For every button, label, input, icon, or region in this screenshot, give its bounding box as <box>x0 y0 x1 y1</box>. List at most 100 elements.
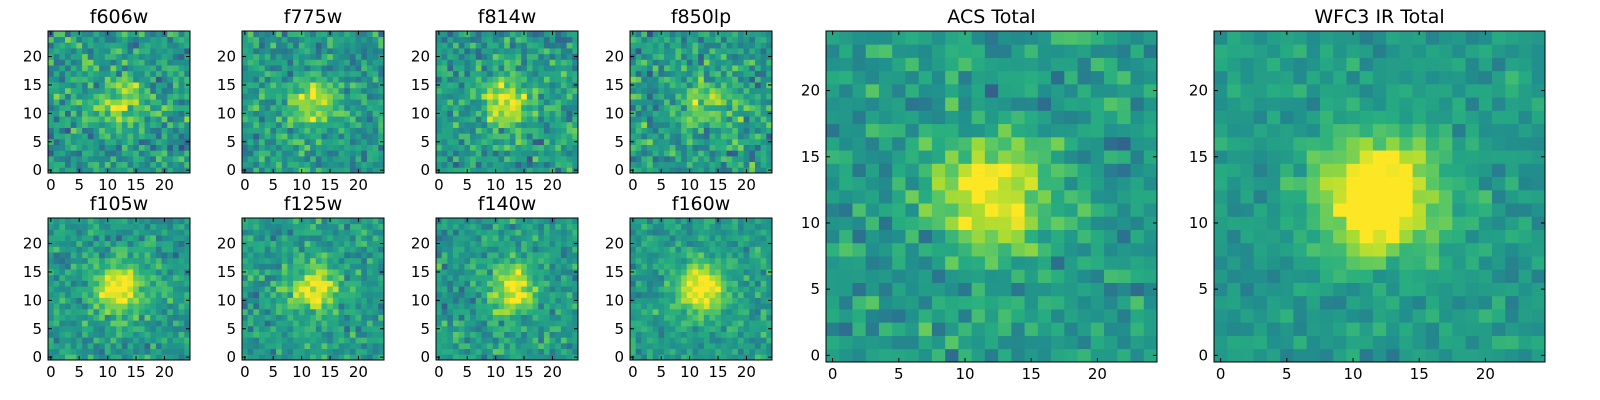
heatmap-cell <box>304 235 311 242</box>
heatmap-cell <box>441 99 448 106</box>
heatmap-cell <box>681 59 688 66</box>
heatmap-cell <box>327 138 334 145</box>
heatmap-cell <box>366 223 374 230</box>
heatmap-cell <box>116 263 123 270</box>
heatmap-cell <box>87 252 94 259</box>
heatmap-cell <box>332 337 339 344</box>
heatmap-cell <box>242 246 249 253</box>
heatmap-cell <box>242 133 249 140</box>
heatmap-cell <box>242 93 249 100</box>
heatmap-cell <box>635 167 642 174</box>
heatmap-cell <box>355 144 362 151</box>
heatmap-cell <box>104 274 111 281</box>
heatmap-cell <box>327 297 334 304</box>
heatmap-cell <box>686 297 693 304</box>
heatmap-cell <box>321 161 328 168</box>
heatmap-cell <box>453 229 460 236</box>
heatmap-cell <box>515 303 522 310</box>
heatmap-cell <box>754 70 762 77</box>
heatmap-cell <box>270 65 277 72</box>
heatmap-cell <box>515 286 522 293</box>
heatmap-cell <box>470 161 477 168</box>
heatmap-cell <box>65 70 72 77</box>
heatmap-cell <box>264 348 271 355</box>
heatmap-cell <box>698 286 705 293</box>
heatmap-cell <box>48 257 55 264</box>
heatmap-cell <box>161 297 168 304</box>
heatmap-cell <box>242 65 249 72</box>
heatmap-cell <box>70 263 77 270</box>
heatmap-cell <box>521 240 528 247</box>
heatmap-cell <box>509 116 516 123</box>
heatmap-cell <box>53 144 60 151</box>
heatmap-cell <box>349 314 356 321</box>
heatmap-cell <box>138 303 145 310</box>
heatmap-cell <box>566 246 573 253</box>
heatmap-cell <box>737 104 744 111</box>
heatmap-cell <box>59 297 66 304</box>
heatmap-cell <box>509 36 516 43</box>
heatmap-cell <box>458 218 465 225</box>
heatmap-cell <box>321 263 328 270</box>
heatmap-cell <box>743 274 750 281</box>
heatmap-cell <box>675 354 682 361</box>
heatmap-cell <box>138 223 145 230</box>
heatmap-cell <box>566 280 573 287</box>
heatmap-cell <box>560 320 568 327</box>
heatmap-cell <box>121 280 128 287</box>
heatmap-cell <box>344 240 351 247</box>
heatmap-cell <box>242 99 249 106</box>
heatmap-cell <box>53 104 60 111</box>
heatmap-cell <box>532 70 539 77</box>
heatmap-cell <box>110 59 117 66</box>
heatmap-cell <box>458 138 465 145</box>
heatmap-cell <box>127 331 134 338</box>
heatmap-cell <box>658 297 665 304</box>
heatmap-cell <box>253 297 260 304</box>
heatmap-cell <box>93 36 100 43</box>
heatmap-cell <box>464 104 471 111</box>
heatmap-cell <box>372 257 379 264</box>
heatmap-cell <box>453 280 460 287</box>
heatmap-cell <box>698 274 705 281</box>
heatmap-cell <box>726 82 733 89</box>
heatmap-cell <box>732 150 739 157</box>
heatmap-cell <box>481 93 488 100</box>
heatmap-cell <box>698 150 705 157</box>
heatmap-cell <box>338 87 345 94</box>
heatmap-cell <box>355 342 362 350</box>
heatmap-cell <box>116 246 123 253</box>
heatmap-cell <box>172 354 180 361</box>
heatmap-cell <box>703 161 710 168</box>
heatmap-cell <box>549 257 556 264</box>
heatmap-cell <box>749 297 756 304</box>
heatmap-cell <box>287 31 294 38</box>
heatmap-cell <box>681 127 688 134</box>
heatmap-cell <box>566 144 573 151</box>
heatmap-cell <box>560 314 568 321</box>
heatmap-cell <box>453 99 460 106</box>
heatmap-cell <box>447 155 454 163</box>
heatmap-cell <box>276 150 283 157</box>
heatmap-cell <box>543 280 550 287</box>
heatmap-cell <box>498 246 505 253</box>
heatmap-cell <box>242 252 249 259</box>
heatmap-cell <box>492 257 499 264</box>
heatmap-cell <box>155 297 162 304</box>
heatmap-cell <box>70 291 77 298</box>
heatmap-cell <box>178 99 185 106</box>
heatmap-cell <box>743 320 750 327</box>
heatmap-cell <box>560 31 568 38</box>
heatmap-cell <box>264 229 271 236</box>
heatmap-cell <box>532 99 539 106</box>
heatmap-cell <box>276 314 283 321</box>
heatmap-cell <box>321 82 328 89</box>
heatmap-cell <box>487 144 494 151</box>
heatmap-cell <box>515 53 522 60</box>
heatmap-cell <box>259 291 266 298</box>
heatmap-cell <box>749 36 756 43</box>
heatmap-cell <box>630 127 637 134</box>
heatmap-cell <box>692 99 699 106</box>
heatmap-cell <box>709 116 716 123</box>
